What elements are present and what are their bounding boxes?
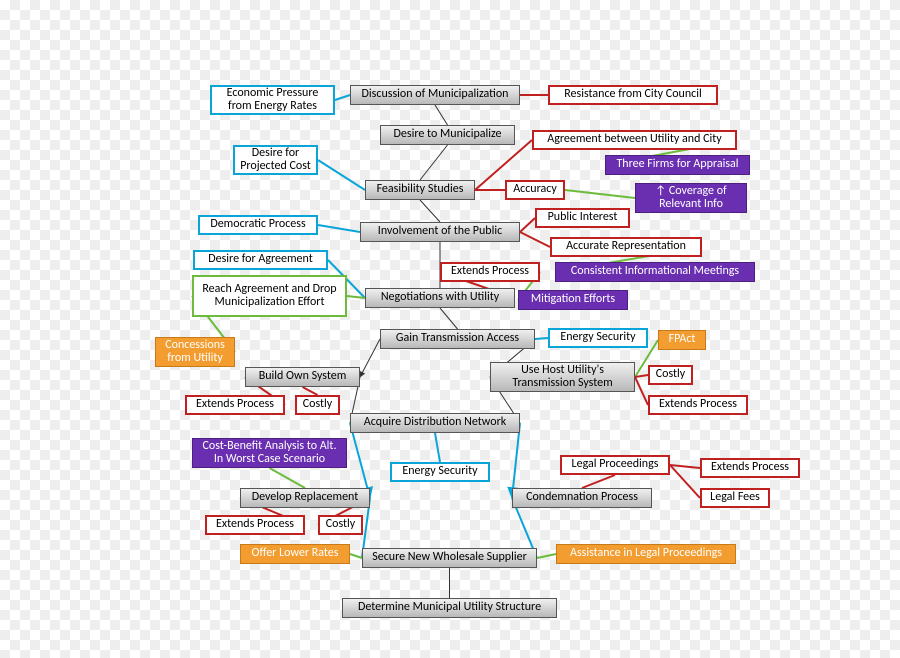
node-accur: Accuracy xyxy=(505,180,565,200)
edge-reach-negot xyxy=(347,296,365,298)
node-democ: Democratic Process xyxy=(198,215,318,235)
edge-accrep-invol xyxy=(520,232,550,247)
edge-offer-secure xyxy=(350,554,362,558)
edge-acq-devrep xyxy=(350,423,370,498)
node-negot: Negotiations with Utility xyxy=(365,288,515,308)
node-determ: Determine Municipal Utility Structure xyxy=(342,598,557,618)
node-cover: ↑ Coverage of Relevant Info xyxy=(635,183,747,213)
node-mitig: Mitigation Efforts xyxy=(518,290,628,310)
edge-costben-devrep xyxy=(270,468,306,488)
node-descost: Desire for Projected Cost xyxy=(233,145,318,175)
node-legalp: Legal Proceedings xyxy=(560,455,670,475)
node-threef: Three Firms for Appraisal xyxy=(605,155,750,175)
edge-costly1-build xyxy=(303,387,318,395)
edge-negot-gain xyxy=(440,308,458,329)
edge-assist-secure xyxy=(537,554,556,558)
node-devrep: Develop Replacement xyxy=(240,488,370,508)
node-condem: Condemnation Process xyxy=(512,488,652,508)
node-disc: Discussion of Municipalization xyxy=(350,85,520,105)
node-resist: Resistance from City Council xyxy=(548,85,718,105)
node-desire: Desire to Municipalize xyxy=(380,125,515,145)
node-acq: Acquire Distribution Network xyxy=(350,413,520,433)
node-ext3: Extends Process xyxy=(648,395,748,415)
edge-ensec2-acq xyxy=(435,433,440,462)
node-feas: Feasibility Studies xyxy=(365,180,475,200)
edge-desire-feas xyxy=(420,145,448,180)
edge-disc-desire xyxy=(435,105,448,125)
node-fpact: FPAct xyxy=(658,330,706,350)
node-gain: Gain Transmission Access xyxy=(380,329,535,349)
node-agree: Agreement between Utility and City xyxy=(532,130,737,150)
node-costly2: Costly xyxy=(648,365,693,385)
edge-cover-accur xyxy=(565,190,635,198)
node-costly3: Costly xyxy=(318,515,363,535)
node-pubint: Public Interest xyxy=(535,208,630,228)
edge-ext5-legalp xyxy=(670,465,700,468)
node-desagr: Desire for Agreement xyxy=(193,250,328,270)
node-ext5: Extends Process xyxy=(700,458,800,478)
node-assist: Assistance in Legal Proceedings xyxy=(556,544,736,564)
edge-costly2-usehost xyxy=(635,375,648,377)
node-econ: Economic Pressure from Energy Rates xyxy=(210,85,335,115)
edge-ensec1-gain xyxy=(535,338,548,339)
node-legalf: Legal Fees xyxy=(700,488,770,508)
edge-legalf-legalp xyxy=(670,465,700,498)
edge-econ-disc xyxy=(335,95,350,100)
node-offer: Offer Lower Rates xyxy=(240,544,350,564)
node-invol: Involvement of the Public xyxy=(360,222,520,242)
edge-ext3-usehost xyxy=(635,377,648,405)
edge-democ-invol xyxy=(318,225,360,232)
edge-acq-condem xyxy=(512,423,520,498)
node-usehost: Use Host Utility's Transmission System xyxy=(490,362,635,392)
node-build: Build Own System xyxy=(245,367,360,387)
edge-legalp-condem xyxy=(582,475,615,488)
edge-pubint-invol xyxy=(520,218,535,232)
edge-gain-build xyxy=(360,339,380,377)
node-conc: Concessions from Utility xyxy=(155,337,235,367)
node-costly1: Costly xyxy=(295,395,340,415)
node-ensec2: Energy Security xyxy=(390,462,490,482)
edge-feas-invol xyxy=(420,200,440,222)
node-ext2: Extends Process xyxy=(185,395,285,415)
node-consist: Consistent Informational Meetings xyxy=(555,262,755,282)
node-secure: Secure New Wholesale Supplier xyxy=(362,548,537,568)
node-ensec1: Energy Security xyxy=(548,328,648,348)
node-costben: Cost-Benefit Analysis to Alt. In Worst C… xyxy=(192,438,347,468)
node-reach: Reach Agreement and Drop Municipalizatio… xyxy=(192,275,347,317)
node-ext1: Extends Process xyxy=(440,262,540,282)
node-accrep: Accurate Representation xyxy=(550,237,702,257)
edge-descost-feas xyxy=(318,160,365,190)
node-ext4: Extends Process xyxy=(205,515,305,535)
